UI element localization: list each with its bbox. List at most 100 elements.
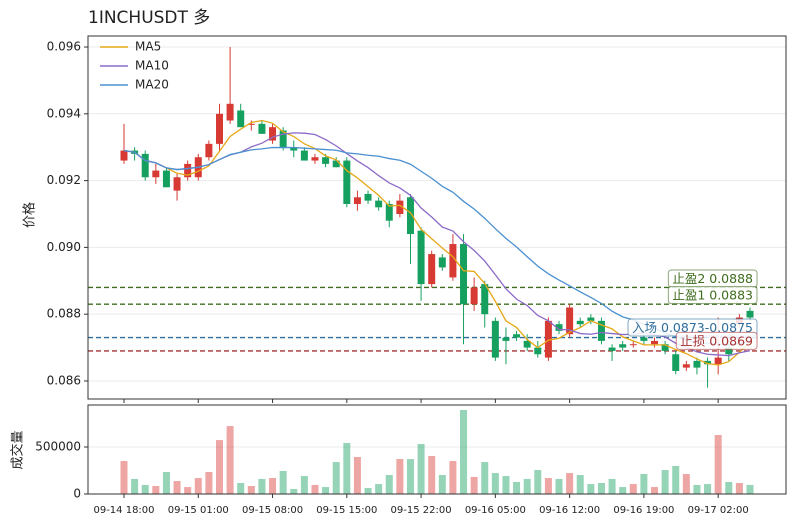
volume-bar xyxy=(396,459,404,494)
candle-body xyxy=(438,257,446,268)
candle-body xyxy=(651,340,659,345)
volume-bar xyxy=(131,478,139,494)
legend-label: MA5 xyxy=(135,40,161,54)
level-label: 入场 0.0873-0.0875 xyxy=(627,318,758,337)
candle-body xyxy=(385,203,393,221)
candle-body xyxy=(746,310,754,318)
candle-body xyxy=(428,254,436,285)
volume-frame xyxy=(87,404,787,495)
candle-body xyxy=(523,340,531,348)
volume-bar xyxy=(544,478,552,494)
volume-bar xyxy=(714,434,722,494)
volume-bar xyxy=(279,470,287,494)
candle-body xyxy=(619,344,627,348)
candle-body xyxy=(300,150,308,161)
volume-bar xyxy=(417,444,425,494)
candle-body xyxy=(364,193,372,201)
candle-body xyxy=(640,337,648,341)
candle-body xyxy=(247,123,255,125)
volume-bar xyxy=(587,484,595,494)
volume-bar xyxy=(311,484,319,494)
candle-body xyxy=(162,170,170,188)
volume-bar xyxy=(661,470,669,494)
candle-body xyxy=(375,200,383,208)
volume-bar xyxy=(406,459,414,494)
candle-body xyxy=(269,127,277,141)
volume-bar xyxy=(640,473,648,494)
volume-bar xyxy=(300,476,308,494)
volume-bar xyxy=(735,483,743,494)
volume-bar xyxy=(725,481,733,494)
volume-bar xyxy=(290,489,298,494)
ma-line xyxy=(123,146,751,346)
volume-bar xyxy=(385,475,393,494)
legend-label: MA20 xyxy=(135,78,169,92)
candle-body xyxy=(534,347,542,355)
candle-body xyxy=(661,344,669,351)
y-tick-label: 0.096 xyxy=(47,40,81,54)
candle-body xyxy=(141,153,149,178)
volume-bar xyxy=(704,484,712,494)
y-tick-label: 0 xyxy=(73,487,81,501)
volume-bar xyxy=(651,487,659,494)
candle-body xyxy=(629,344,637,346)
candle-body xyxy=(215,113,223,144)
volume-bar xyxy=(513,481,521,494)
volume-bar xyxy=(152,486,160,494)
legend-label: MA10 xyxy=(135,59,169,73)
candle-body xyxy=(332,160,340,168)
candle-body xyxy=(470,287,478,305)
candle-body xyxy=(184,163,192,178)
x-tick-label: 09-15 22:00 xyxy=(391,505,452,516)
candle-body xyxy=(682,364,690,368)
volume-bar xyxy=(682,473,690,494)
volume-bar xyxy=(491,473,499,494)
candle-body xyxy=(406,197,414,235)
volume-bar xyxy=(629,484,637,494)
volume-bar xyxy=(215,440,223,494)
x-tick-label: 09-15 01:00 xyxy=(168,505,229,516)
candle-body xyxy=(555,324,563,331)
level-label-text: 止盈2 0.0888 xyxy=(672,271,753,286)
candle-body xyxy=(576,320,584,325)
y-tick-label: 0.086 xyxy=(47,373,81,387)
level-label-text: 入场 0.0873-0.0875 xyxy=(632,320,753,335)
candle-body xyxy=(396,200,404,214)
candle-body xyxy=(693,360,701,368)
candle-body xyxy=(205,143,213,158)
volume-bar xyxy=(141,484,149,494)
volume-bar xyxy=(746,484,754,494)
volume-bar xyxy=(460,409,468,494)
level-label: 止损 0.0869 xyxy=(675,331,758,350)
volume-bar xyxy=(332,462,340,494)
x-tick-label: 09-16 19:00 xyxy=(613,505,674,516)
candle-body xyxy=(173,177,181,191)
level-label: 止盈2 0.0888 xyxy=(667,269,758,288)
volume-bar xyxy=(120,461,128,494)
volume-bar xyxy=(205,472,213,494)
x-tick-label: 09-17 02:00 xyxy=(688,505,749,516)
volume-bar xyxy=(184,487,192,494)
volume-bar xyxy=(470,476,478,494)
candle-body xyxy=(311,157,319,161)
candle-body xyxy=(237,110,245,128)
volume-bar xyxy=(576,475,584,494)
volume-bar xyxy=(619,487,627,494)
ma-line xyxy=(123,119,751,366)
x-tick-label: 09-16 05:00 xyxy=(465,505,526,516)
volume-bar xyxy=(194,478,202,494)
candle-body xyxy=(258,123,266,134)
volume-bar xyxy=(375,484,383,494)
volume-bar xyxy=(173,481,181,494)
level-label-box xyxy=(675,331,758,350)
y-axis-label: 价格 xyxy=(22,202,38,228)
y-tick-label: 500000 xyxy=(35,440,81,454)
candle-body xyxy=(226,103,234,121)
volume-bar xyxy=(449,461,457,494)
level-label-box xyxy=(667,286,758,305)
volume-bar xyxy=(322,487,330,494)
y-tick-label: 0.092 xyxy=(47,173,81,187)
candle-body xyxy=(502,337,510,341)
y-tick-label: 0.088 xyxy=(47,307,81,321)
